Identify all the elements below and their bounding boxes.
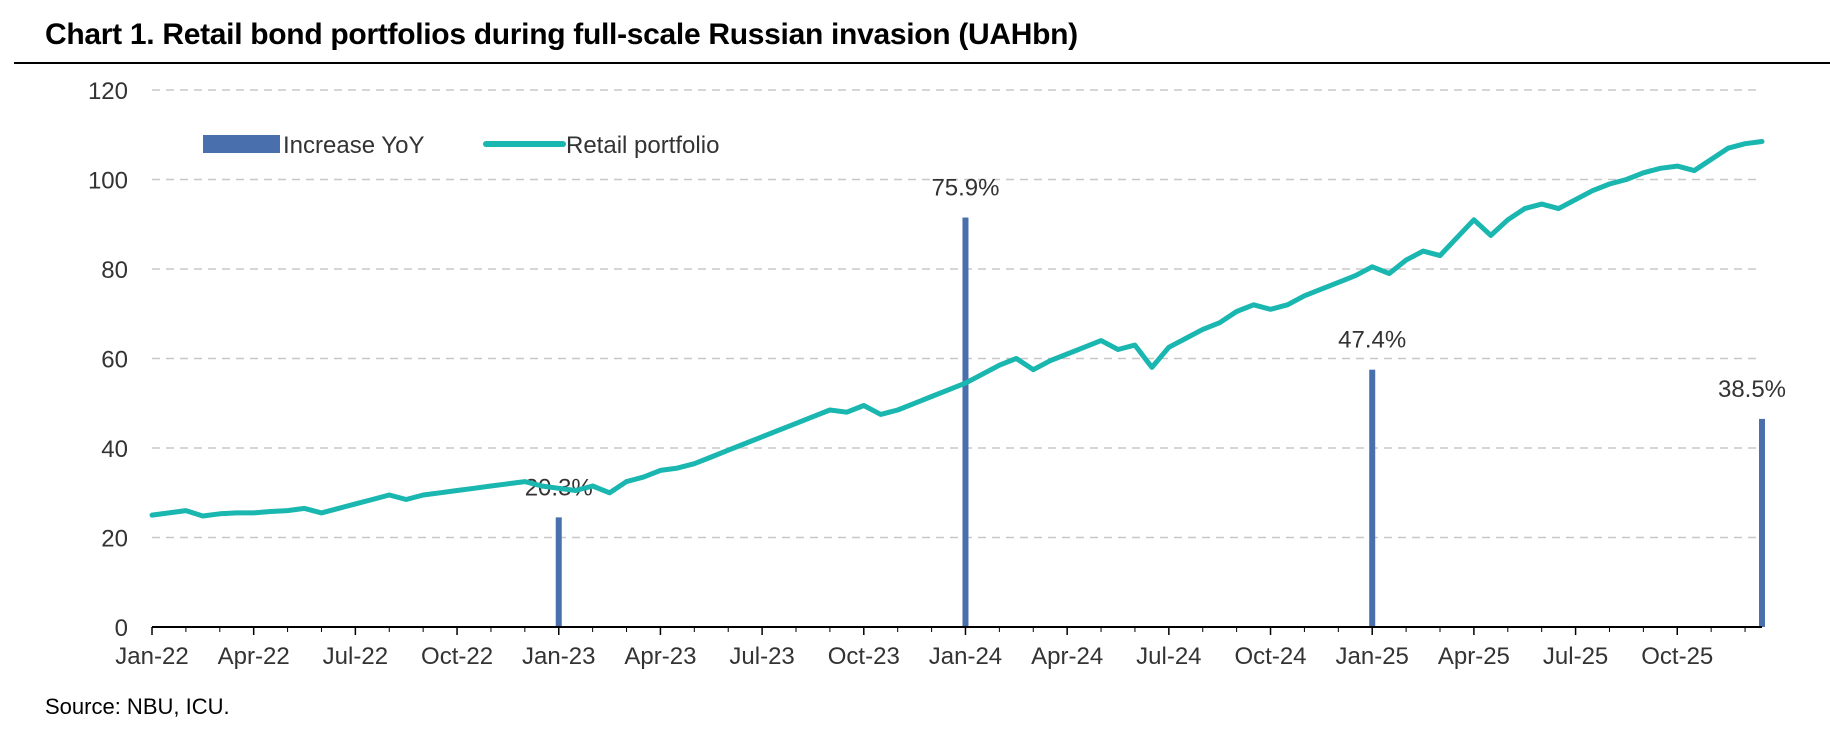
x-tick-label: Apr-23: [624, 643, 696, 670]
gridlines: [152, 89, 1762, 539]
retail-bond-chart: 20.3%75.9%47.4%38.5% 020406080100120Jan-…: [88, 78, 1786, 670]
y-tick-label: 120: [88, 78, 128, 105]
x-tick-label: Jan-23: [522, 643, 595, 670]
chart-title: Chart 1. Retail bond portfolios during f…: [45, 18, 1078, 51]
bar-data-label: 47.4%: [1338, 327, 1406, 354]
increase-yoy-bar: [962, 217, 969, 627]
x-tick-label: Oct-24: [1235, 643, 1307, 670]
increase-yoy-bar: [1369, 369, 1376, 627]
x-tick-label: Oct-25: [1641, 643, 1713, 670]
increase-yoy-bar: [1759, 418, 1765, 627]
legend-swatch-bars: [203, 135, 280, 153]
x-tick-label: Jan-25: [1336, 643, 1409, 670]
retail-portfolio-line: [149, 139, 1765, 519]
y-tick-label: 20: [101, 526, 128, 553]
y-tick-label: 60: [101, 347, 128, 374]
x-tick-label: Apr-22: [218, 643, 290, 670]
x-tick-label: Jan-24: [929, 643, 1002, 670]
bar-data-label: 38.5%: [1718, 376, 1786, 403]
increase-yoy-bars: 20.3%75.9%47.4%38.5%: [525, 175, 1786, 627]
title-underline: [14, 62, 1830, 64]
bar-data-label: 75.9%: [931, 175, 999, 202]
x-tick-label: Jul-23: [729, 643, 794, 670]
x-tick-label: Jul-25: [1543, 643, 1608, 670]
x-tick-label: Oct-23: [828, 643, 900, 670]
y-tick-label: 0: [115, 615, 128, 642]
x-tick-label: Jan-22: [115, 643, 188, 670]
axes: 0 20 40 60 80 100 120 Jan-22 Apr-22 Jul-22 Oct-22 J…: [88, 78, 1762, 670]
source-note: Source: NBU, ICU.: [45, 694, 230, 719]
x-tick-label: Jul-22: [323, 643, 388, 670]
y-tick-label: 40: [101, 436, 128, 463]
increase-yoy-bar: [555, 517, 562, 627]
x-tick-label: Apr-25: [1438, 643, 1510, 670]
y-tick-label: 80: [101, 257, 128, 284]
x-tick-label: Apr-24: [1031, 643, 1103, 670]
x-tick-label: Oct-22: [421, 643, 493, 670]
legend: Increase YoY Retail portfolio: [203, 132, 719, 159]
y-tick-label: 100: [88, 168, 128, 195]
legend-label-line: Retail portfolio: [566, 132, 719, 159]
retail-portfolio-series: [149, 139, 1765, 519]
legend-label-bars: Increase YoY: [283, 132, 424, 159]
x-tick-label: Jul-24: [1136, 643, 1201, 670]
